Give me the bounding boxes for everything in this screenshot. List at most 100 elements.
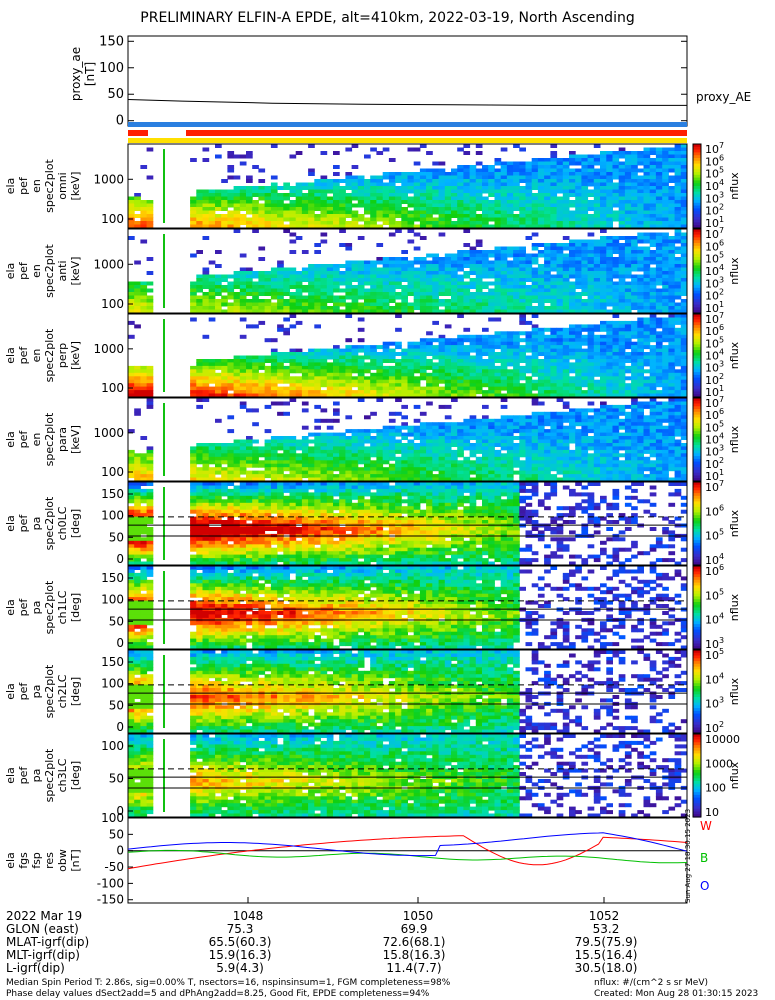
spectrogram-cell bbox=[382, 352, 390, 356]
spectrogram-cell bbox=[631, 278, 638, 282]
spectrogram-cell bbox=[227, 210, 235, 215]
spectrogram-cell bbox=[419, 189, 427, 194]
spectrogram-cell bbox=[655, 165, 663, 169]
spectrogram-cell bbox=[469, 182, 477, 187]
spectrogram-cell bbox=[202, 446, 210, 451]
spectrogram-cell bbox=[581, 355, 589, 360]
colorbar-cell bbox=[693, 358, 701, 362]
spectrogram-cell bbox=[525, 217, 533, 222]
spectrogram-cell bbox=[357, 474, 365, 479]
spectrogram-cell bbox=[457, 422, 464, 427]
spectrogram-cell bbox=[128, 207, 135, 211]
spectrogram-cell bbox=[581, 172, 589, 176]
data-gap-marker bbox=[163, 319, 165, 392]
spectrogram-cell bbox=[513, 331, 520, 336]
spectrogram-cell bbox=[457, 474, 464, 479]
spectrogram-cell bbox=[196, 372, 203, 377]
spectrogram-cell bbox=[444, 345, 452, 350]
spectrogram-cell bbox=[575, 271, 582, 275]
spectrogram-cell bbox=[277, 401, 284, 406]
spectrogram-cell bbox=[146, 477, 154, 482]
spectrogram-cell bbox=[314, 386, 321, 391]
spectrogram-cell bbox=[624, 327, 632, 332]
spectrogram-cell bbox=[190, 379, 197, 384]
spectrogram-cell bbox=[395, 383, 402, 388]
spectrogram-cell bbox=[295, 186, 303, 190]
spectrogram-cell bbox=[345, 338, 353, 343]
spectrogram-cell bbox=[606, 281, 613, 286]
spectrogram-cell bbox=[432, 474, 439, 479]
spectrogram-cell bbox=[556, 182, 564, 187]
spectrogram-cell bbox=[451, 299, 458, 303]
spectrogram-cell bbox=[333, 196, 340, 201]
spectrogram-cell bbox=[451, 200, 458, 204]
spectrogram-cell bbox=[463, 429, 471, 434]
spectrogram-cell bbox=[674, 271, 682, 275]
spectrogram-cell bbox=[401, 196, 408, 201]
spectrogram-cell bbox=[413, 302, 421, 307]
spectrogram-cell bbox=[419, 477, 427, 482]
spectrogram-cell bbox=[401, 285, 408, 289]
spectrogram-cell bbox=[370, 264, 377, 268]
spectrogram-cell bbox=[283, 436, 290, 440]
spectrogram-cell bbox=[593, 292, 601, 296]
spectrogram-cell bbox=[252, 365, 259, 370]
spectrogram-cell bbox=[618, 390, 626, 395]
spectrogram-cell bbox=[264, 390, 272, 395]
spectrogram-cell bbox=[475, 369, 483, 374]
spectrogram-cell bbox=[600, 210, 607, 215]
spectrogram-cell bbox=[208, 449, 216, 454]
spectrogram-cell bbox=[395, 278, 402, 282]
spectrogram-cell bbox=[469, 179, 477, 183]
spectrogram-cell bbox=[283, 203, 290, 208]
spectrogram-cell bbox=[239, 446, 247, 451]
spectrogram-cell bbox=[146, 147, 154, 152]
spectrogram-cell bbox=[301, 210, 309, 215]
spectrogram-cell bbox=[475, 179, 483, 183]
spectrogram-cell bbox=[215, 292, 222, 296]
spectrogram-cell bbox=[444, 260, 452, 265]
spectrogram-cell bbox=[320, 470, 328, 475]
spectrogram-cell bbox=[333, 172, 340, 176]
spectrogram-cell bbox=[233, 154, 241, 159]
spectrogram-cell bbox=[364, 196, 371, 201]
spectrogram-cell bbox=[674, 207, 682, 211]
spectrogram-cell bbox=[463, 229, 471, 233]
spectrogram-cell bbox=[469, 393, 477, 398]
spectrogram-cell bbox=[351, 285, 359, 289]
spectrogram-cell bbox=[444, 467, 452, 472]
spectrogram-cell bbox=[519, 345, 526, 350]
spectrogram-cell bbox=[463, 189, 471, 194]
spectrogram-cell bbox=[643, 306, 651, 310]
spectrogram-cell bbox=[407, 383, 415, 388]
spectrogram-cell bbox=[295, 271, 303, 275]
spectrogram-cell bbox=[444, 446, 452, 451]
spectrogram-cell bbox=[432, 278, 439, 282]
spectrogram-cell bbox=[451, 309, 458, 314]
spectrogram-cell bbox=[674, 144, 682, 148]
spectrogram-cell bbox=[544, 334, 551, 339]
spectrogram-cell bbox=[513, 295, 520, 300]
spectrogram-cell bbox=[140, 393, 148, 398]
spectrogram-cell bbox=[407, 477, 415, 482]
spectrogram-cell bbox=[662, 390, 669, 395]
spectrogram-cell bbox=[451, 186, 458, 190]
spectrogram-cell bbox=[550, 365, 558, 370]
spectrogram-cell bbox=[525, 345, 533, 350]
spectrogram-cell bbox=[432, 182, 439, 187]
spectrogram-cell bbox=[624, 355, 632, 360]
spectrogram-cell bbox=[239, 372, 247, 377]
spectrogram-cell bbox=[655, 390, 663, 395]
spectrogram-cell bbox=[457, 253, 464, 258]
spectrogram-cell bbox=[494, 267, 502, 272]
spectrogram-cell bbox=[215, 285, 222, 289]
spectrogram-cell bbox=[283, 229, 290, 233]
spectrogram-cell bbox=[376, 196, 384, 201]
spectrogram-cell bbox=[202, 443, 210, 447]
spectrogram-cell bbox=[252, 369, 259, 374]
spectrogram-cell bbox=[513, 372, 520, 377]
spectrogram-cell bbox=[537, 200, 545, 204]
spectrogram-cell bbox=[326, 348, 334, 353]
spectrogram-cell bbox=[407, 446, 415, 451]
spectrogram-cell bbox=[419, 217, 427, 222]
